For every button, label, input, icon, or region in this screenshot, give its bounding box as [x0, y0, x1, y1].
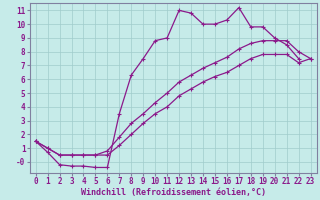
X-axis label: Windchill (Refroidissement éolien,°C): Windchill (Refroidissement éolien,°C) — [81, 188, 266, 197]
